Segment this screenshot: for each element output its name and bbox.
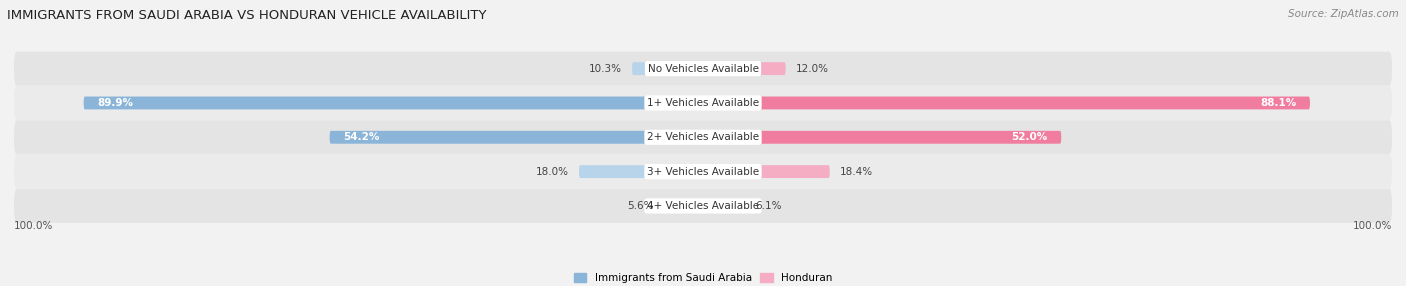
FancyBboxPatch shape xyxy=(703,62,786,75)
FancyBboxPatch shape xyxy=(665,200,703,212)
Text: 2+ Vehicles Available: 2+ Vehicles Available xyxy=(647,132,759,142)
FancyBboxPatch shape xyxy=(633,62,703,75)
FancyBboxPatch shape xyxy=(703,97,1310,109)
Text: No Vehicles Available: No Vehicles Available xyxy=(648,64,758,74)
Text: 88.1%: 88.1% xyxy=(1260,98,1296,108)
Text: Source: ZipAtlas.com: Source: ZipAtlas.com xyxy=(1288,9,1399,19)
FancyBboxPatch shape xyxy=(83,97,703,109)
Text: 18.0%: 18.0% xyxy=(536,167,568,176)
FancyBboxPatch shape xyxy=(703,165,830,178)
FancyBboxPatch shape xyxy=(14,189,1392,223)
FancyBboxPatch shape xyxy=(329,131,703,144)
Text: 6.1%: 6.1% xyxy=(755,201,782,211)
FancyBboxPatch shape xyxy=(703,200,745,212)
Text: 54.2%: 54.2% xyxy=(343,132,380,142)
FancyBboxPatch shape xyxy=(703,131,1062,144)
Text: IMMIGRANTS FROM SAUDI ARABIA VS HONDURAN VEHICLE AVAILABILITY: IMMIGRANTS FROM SAUDI ARABIA VS HONDURAN… xyxy=(7,9,486,21)
Text: 18.4%: 18.4% xyxy=(841,167,873,176)
Text: 52.0%: 52.0% xyxy=(1011,132,1047,142)
Text: 12.0%: 12.0% xyxy=(796,64,830,74)
Text: 100.0%: 100.0% xyxy=(1353,221,1392,231)
FancyBboxPatch shape xyxy=(14,86,1392,120)
Text: 89.9%: 89.9% xyxy=(97,98,134,108)
FancyBboxPatch shape xyxy=(14,155,1392,188)
Text: 5.6%: 5.6% xyxy=(627,201,654,211)
Legend: Immigrants from Saudi Arabia, Honduran: Immigrants from Saudi Arabia, Honduran xyxy=(574,273,832,283)
FancyBboxPatch shape xyxy=(14,120,1392,154)
Text: 1+ Vehicles Available: 1+ Vehicles Available xyxy=(647,98,759,108)
Text: 4+ Vehicles Available: 4+ Vehicles Available xyxy=(647,201,759,211)
Text: 3+ Vehicles Available: 3+ Vehicles Available xyxy=(647,167,759,176)
Text: 10.3%: 10.3% xyxy=(589,64,621,74)
Text: 100.0%: 100.0% xyxy=(14,221,53,231)
FancyBboxPatch shape xyxy=(579,165,703,178)
FancyBboxPatch shape xyxy=(14,52,1392,86)
